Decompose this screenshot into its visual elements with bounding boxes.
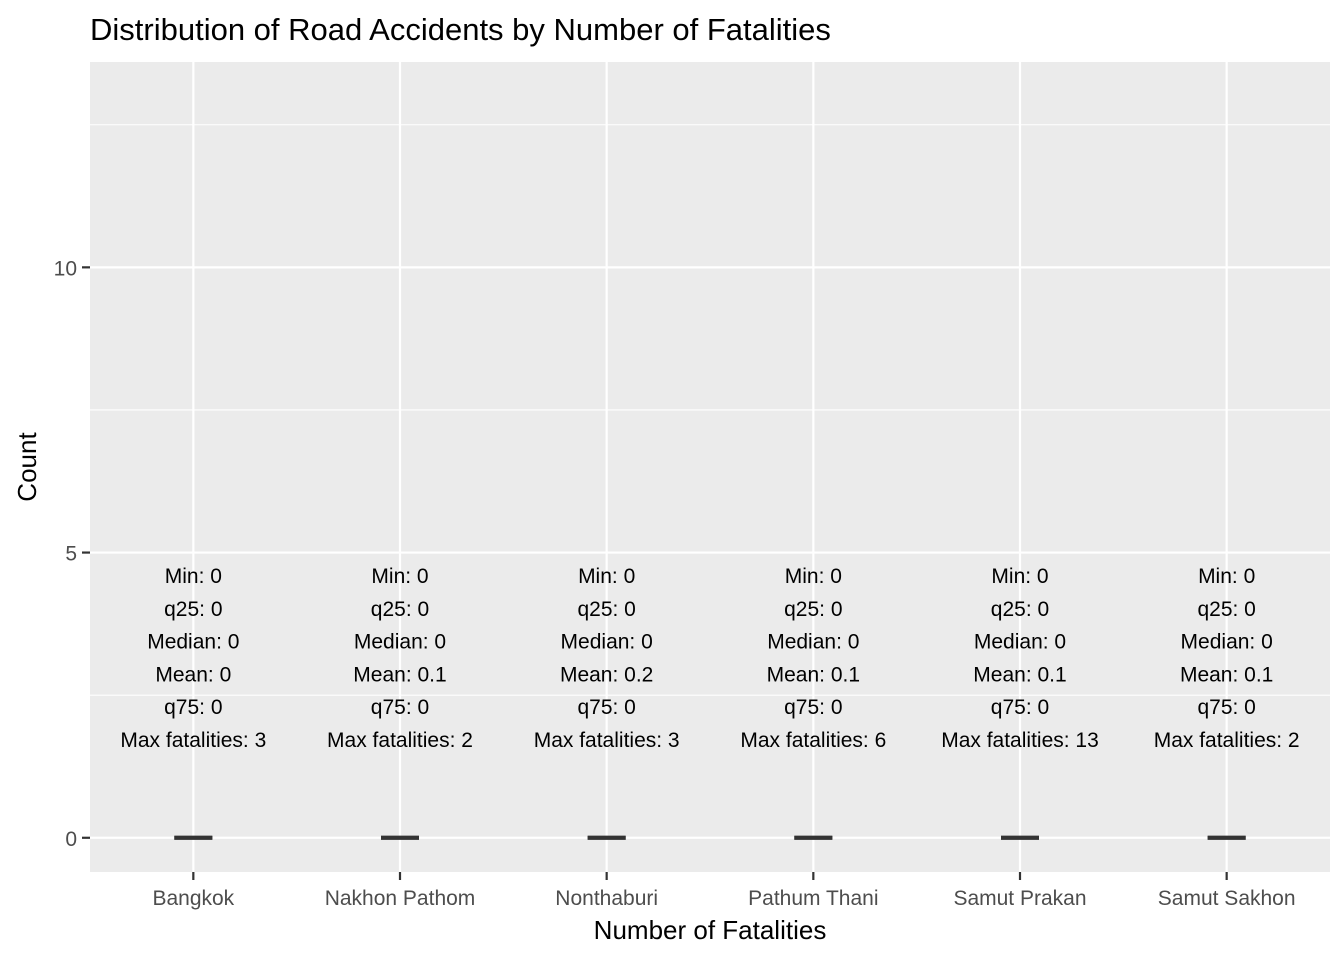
annotation-0-line-1: q25: 0 (164, 598, 222, 621)
x-tick-label-3: Pathum Thani (748, 887, 878, 910)
annotation-1-line-4: q75: 0 (371, 696, 429, 719)
annotation-2-line-4: q75: 0 (577, 696, 635, 719)
annotation-4-line-5: Max fatalities: 13 (941, 729, 1099, 752)
annotation-5-line-4: q75: 0 (1197, 696, 1255, 719)
plot-panel (90, 62, 1330, 872)
annotation-3-line-1: q25: 0 (784, 598, 842, 621)
annotation-4-line-3: Mean: 0.1 (973, 663, 1066, 686)
annotation-3-line-2: Median: 0 (767, 631, 859, 654)
annotation-4-line-4: q75: 0 (991, 696, 1049, 719)
annotation-0-line-3: Mean: 0 (155, 663, 231, 686)
annotation-2-line-1: q25: 0 (577, 598, 635, 621)
annotation-1-line-2: Median: 0 (354, 631, 446, 654)
annotation-0-line-0: Min: 0 (165, 565, 222, 588)
annotation-0-line-4: q75: 0 (164, 696, 222, 719)
minor-gridlines (90, 124, 1330, 696)
annotation-4-line-2: Median: 0 (974, 631, 1066, 654)
annotation-2-line-5: Max fatalities: 3 (534, 729, 680, 752)
x-tick-label-5: Samut Sakhon (1158, 887, 1296, 910)
annotation-3-line-4: q75: 0 (784, 696, 842, 719)
y-tick-label-0: 0 (65, 828, 77, 851)
y-axis: 0 5 10 (54, 257, 90, 851)
annotation-3-line-5: Max fatalities: 6 (740, 729, 886, 752)
annotation-1-line-3: Mean: 0.1 (353, 663, 446, 686)
annotation-3-line-3: Mean: 0.1 (767, 663, 860, 686)
annotation-4-line-1: q25: 0 (991, 598, 1049, 621)
annotation-4-line-0: Min: 0 (991, 565, 1048, 588)
annotation-2-line-2: Median: 0 (561, 631, 653, 654)
annotation-1-line-5: Max fatalities: 2 (327, 729, 473, 752)
y-axis-title: Count (12, 432, 42, 502)
annotation-5-line-1: q25: 0 (1197, 598, 1255, 621)
y-tick-label-5: 5 (65, 543, 77, 566)
annotation-5-line-2: Median: 0 (1181, 631, 1273, 654)
major-gridlines (90, 62, 1330, 872)
annotation-5-line-3: Mean: 0.1 (1180, 663, 1273, 686)
y-tick-label-10: 10 (54, 257, 77, 280)
x-axis-title: Number of Fatalities (594, 915, 827, 945)
annotation-0-line-2: Median: 0 (147, 631, 239, 654)
chart-title: Distribution of Road Accidents by Number… (90, 12, 831, 47)
annotation-5-line-5: Max fatalities: 2 (1154, 729, 1300, 752)
x-tick-label-1: Nakhon Pathom (325, 887, 476, 910)
annotation-5-line-0: Min: 0 (1198, 565, 1255, 588)
annotation-0-line-5: Max fatalities: 3 (120, 729, 266, 752)
x-tick-label-2: Nonthaburi (555, 887, 658, 910)
annotation-2-line-0: Min: 0 (578, 565, 635, 588)
x-axis: Bangkok Nakhon Pathom Nonthaburi Pathum Tha… (152, 872, 1296, 910)
box-marks (174, 835, 1246, 840)
annotation-2-line-3: Mean: 0.2 (560, 663, 653, 686)
annotation-3-line-0: Min: 0 (785, 565, 842, 588)
annotation-1-line-0: Min: 0 (371, 565, 428, 588)
x-tick-label-4: Samut Prakan (953, 887, 1086, 910)
x-tick-label-0: Bangkok (152, 887, 234, 910)
annotation-1-line-1: q25: 0 (371, 598, 429, 621)
summary-annotations: Min: 0 q25: 0 Median: 0 Mean: 0 q75: 0 Max fa… (120, 565, 1299, 752)
